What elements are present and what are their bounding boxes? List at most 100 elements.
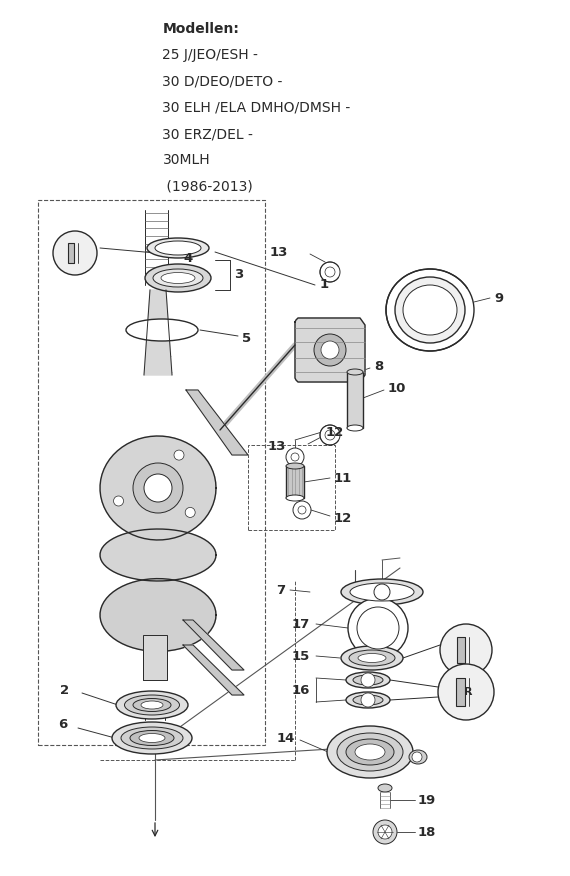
Text: 10: 10 bbox=[388, 382, 406, 394]
Text: 12: 12 bbox=[326, 426, 344, 439]
Ellipse shape bbox=[155, 241, 201, 255]
Text: 5: 5 bbox=[242, 331, 251, 344]
Ellipse shape bbox=[353, 675, 383, 685]
Circle shape bbox=[174, 450, 184, 460]
Ellipse shape bbox=[346, 672, 390, 688]
Text: 2: 2 bbox=[60, 683, 69, 696]
Text: 13: 13 bbox=[268, 440, 286, 453]
Ellipse shape bbox=[358, 653, 386, 662]
Circle shape bbox=[53, 231, 97, 275]
Circle shape bbox=[144, 474, 172, 502]
Bar bbox=[286, 466, 304, 498]
Ellipse shape bbox=[347, 369, 363, 375]
Ellipse shape bbox=[341, 646, 403, 670]
Ellipse shape bbox=[409, 750, 427, 764]
Circle shape bbox=[357, 607, 399, 649]
Ellipse shape bbox=[147, 238, 209, 258]
Text: 9: 9 bbox=[494, 292, 503, 305]
Ellipse shape bbox=[124, 695, 180, 715]
Text: 30 ELH /ELA DMHO/DMSH -: 30 ELH /ELA DMHO/DMSH - bbox=[162, 101, 351, 115]
Circle shape bbox=[361, 693, 375, 707]
Ellipse shape bbox=[327, 726, 413, 778]
Ellipse shape bbox=[286, 463, 304, 469]
Text: (1986-2013): (1986-2013) bbox=[162, 180, 253, 194]
Polygon shape bbox=[100, 579, 216, 652]
Circle shape bbox=[113, 496, 124, 506]
Circle shape bbox=[378, 825, 392, 839]
Bar bbox=[68, 243, 74, 263]
Polygon shape bbox=[100, 529, 216, 581]
Text: 19: 19 bbox=[418, 794, 436, 807]
Polygon shape bbox=[183, 645, 244, 695]
Text: 11: 11 bbox=[334, 471, 352, 484]
Bar bbox=[457, 637, 465, 663]
Ellipse shape bbox=[349, 650, 395, 666]
Polygon shape bbox=[183, 620, 244, 670]
Circle shape bbox=[291, 453, 299, 461]
Text: Modellen:: Modellen: bbox=[162, 22, 239, 36]
Bar bbox=[38, 200, 265, 745]
Circle shape bbox=[314, 334, 346, 366]
Text: 18: 18 bbox=[418, 825, 437, 838]
Bar bbox=[248, 445, 335, 530]
Text: 30 ERZ/DEL -: 30 ERZ/DEL - bbox=[162, 127, 253, 141]
Text: 7: 7 bbox=[276, 583, 285, 597]
Circle shape bbox=[320, 262, 340, 282]
Ellipse shape bbox=[126, 319, 198, 341]
Circle shape bbox=[325, 267, 335, 277]
Text: R: R bbox=[464, 687, 473, 697]
Circle shape bbox=[286, 448, 304, 466]
Text: 12: 12 bbox=[334, 512, 352, 525]
Text: 3: 3 bbox=[234, 269, 243, 281]
Text: 1: 1 bbox=[320, 279, 329, 292]
Circle shape bbox=[320, 425, 340, 445]
Circle shape bbox=[133, 463, 183, 513]
Ellipse shape bbox=[145, 264, 211, 292]
Circle shape bbox=[361, 673, 375, 687]
Circle shape bbox=[412, 752, 422, 762]
Circle shape bbox=[321, 341, 339, 359]
Ellipse shape bbox=[347, 425, 363, 431]
Ellipse shape bbox=[355, 744, 385, 760]
Circle shape bbox=[293, 501, 311, 519]
Bar bbox=[456, 678, 465, 706]
Polygon shape bbox=[100, 436, 216, 540]
Circle shape bbox=[298, 506, 306, 514]
Text: 8: 8 bbox=[374, 359, 383, 372]
Bar bbox=[347, 372, 363, 428]
Text: 13: 13 bbox=[270, 245, 288, 258]
Text: 30MLH: 30MLH bbox=[162, 153, 210, 167]
Ellipse shape bbox=[130, 731, 174, 745]
Ellipse shape bbox=[141, 701, 163, 709]
Circle shape bbox=[440, 624, 492, 676]
Ellipse shape bbox=[346, 692, 390, 708]
Polygon shape bbox=[144, 290, 172, 375]
Circle shape bbox=[348, 598, 408, 658]
Ellipse shape bbox=[346, 739, 394, 765]
Ellipse shape bbox=[133, 698, 171, 711]
Ellipse shape bbox=[353, 695, 383, 705]
Text: 16: 16 bbox=[292, 683, 310, 696]
Ellipse shape bbox=[337, 733, 403, 771]
Ellipse shape bbox=[395, 277, 465, 343]
Text: 30 D/DEO/DETO -: 30 D/DEO/DETO - bbox=[162, 74, 283, 88]
Ellipse shape bbox=[139, 733, 165, 743]
Polygon shape bbox=[186, 390, 248, 455]
Ellipse shape bbox=[350, 583, 414, 601]
Text: 25 J/JEO/ESH -: 25 J/JEO/ESH - bbox=[162, 48, 258, 62]
Text: 4: 4 bbox=[183, 251, 192, 265]
Text: 17: 17 bbox=[292, 618, 310, 631]
Ellipse shape bbox=[112, 722, 192, 754]
Circle shape bbox=[374, 584, 390, 600]
Ellipse shape bbox=[341, 579, 423, 605]
Circle shape bbox=[325, 430, 335, 440]
Polygon shape bbox=[295, 318, 365, 382]
Ellipse shape bbox=[116, 691, 188, 719]
Text: 15: 15 bbox=[292, 649, 310, 662]
Ellipse shape bbox=[121, 727, 183, 749]
Ellipse shape bbox=[161, 272, 195, 284]
Ellipse shape bbox=[386, 269, 474, 351]
Ellipse shape bbox=[153, 269, 203, 287]
Ellipse shape bbox=[403, 285, 457, 335]
Ellipse shape bbox=[286, 495, 304, 501]
